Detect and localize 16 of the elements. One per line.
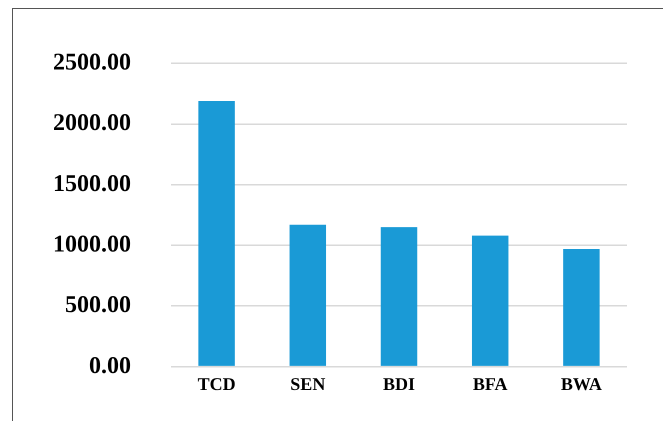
y-tick-label: 500.00 <box>65 292 131 318</box>
x-tick-label: SEN <box>290 374 326 394</box>
y-tick-label: 0.00 <box>89 352 131 379</box>
y-tick-label: 2000.00 <box>53 110 131 136</box>
y-tick-label: 1000.00 <box>53 232 131 258</box>
x-tick-label: BFA <box>472 374 508 394</box>
x-tick-label: BWA <box>560 374 602 394</box>
bar <box>198 100 235 366</box>
bar <box>290 224 326 366</box>
y-tick-label: 1500.00 <box>53 170 131 197</box>
x-tick-label: BDI <box>382 374 416 394</box>
bar <box>563 248 600 366</box>
bar <box>472 236 508 366</box>
x-tick-label: TCD <box>198 374 236 394</box>
bar <box>380 227 418 366</box>
y-tick-label: 2500.00 <box>53 50 131 76</box>
